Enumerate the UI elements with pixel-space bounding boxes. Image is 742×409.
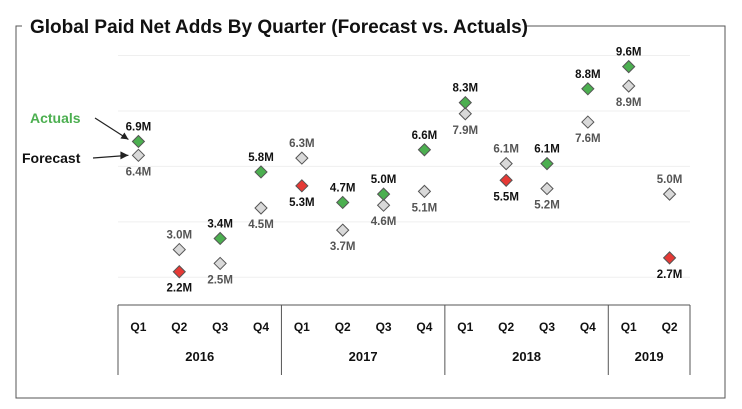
actual-marker (213, 231, 227, 246)
quarter-tick-label: Q4 (580, 320, 596, 334)
quarter-tick-label: Q3 (539, 320, 555, 334)
forecast-data-label: 5.1M (412, 202, 438, 214)
actual-data-label: 6.1M (534, 144, 560, 156)
forecast-data-label: 2.5M (207, 274, 233, 286)
legend: Actuals Forecast (22, 110, 129, 166)
chart-frame (15, 25, 726, 399)
legend-forecast-arrowhead (120, 151, 129, 160)
actual-marker (376, 187, 391, 201)
actual-data-label: 5.5M (493, 191, 519, 203)
actual-marker (172, 265, 186, 279)
forecast-marker (499, 156, 513, 171)
forecast-data-label: 5.2M (534, 200, 560, 212)
x-axis: Q1 Q2 Q3 Q4 2016 Q1 Q2 Q3 Q4 2017 Q1 Q2 Q3 Q4 2018 Q1 Q2… (117, 304, 691, 375)
forecast-marker (376, 198, 391, 212)
forecast-marker (213, 256, 227, 271)
legend-forecast-label: Forecast (22, 150, 81, 166)
actual-data-label: 5.0M (371, 174, 397, 186)
actual-marker (581, 82, 595, 96)
forecast-marker (295, 151, 309, 165)
forecast-marker (254, 201, 268, 215)
forecast-data-label: 3.0M (166, 230, 192, 242)
forecast-data-label: 4.5M (248, 219, 274, 231)
forecast-marker (458, 107, 472, 121)
actual-data-label: 2.7M (657, 269, 683, 281)
quarter-tick-label: Q4 (253, 320, 269, 334)
year-tick-label: 2019 (635, 349, 664, 364)
forecast-data-label: 4.6M (371, 216, 397, 228)
actual-marker (336, 195, 350, 210)
forecast-data-label: 5.0M (657, 174, 683, 186)
year-tick-label: 2017 (349, 349, 378, 364)
actual-marker (499, 173, 513, 187)
year-tick-label: 2016 (185, 349, 214, 364)
forecast-data-label: 7.6M (575, 133, 601, 145)
data-marks: 6.9M 6.4M 2.2M 3.0M 3.4M 2.5M 5.8M 4.5M 5.3M 6.3M… (126, 47, 683, 295)
forecast-data-label: 8.9M (616, 97, 642, 109)
actual-marker (417, 143, 432, 157)
quarter-tick-label: Q2 (335, 320, 351, 334)
actual-marker (622, 59, 636, 74)
forecast-data-label: 6.4M (126, 166, 152, 178)
quarter-tick-label: Q3 (376, 320, 392, 334)
quarter-tick-label: Q2 (498, 320, 514, 334)
actual-marker (540, 156, 554, 171)
forecast-marker (581, 115, 595, 129)
actual-marker (662, 251, 677, 265)
actual-data-label: 2.2M (166, 283, 192, 295)
quarter-tick-label: Q1 (294, 320, 310, 334)
forecast-marker (172, 242, 186, 257)
year-tick-label: 2018 (512, 349, 541, 364)
forecast-marker (662, 187, 677, 201)
actual-data-label: 8.8M (575, 69, 601, 81)
actual-marker (254, 165, 268, 179)
quarter-tick-label: Q3 (212, 320, 228, 334)
forecast-marker (417, 184, 432, 199)
gridlines (118, 55, 690, 278)
legend-actuals-arrowhead (120, 132, 129, 140)
actual-marker (458, 95, 472, 110)
forecast-data-label: 3.7M (330, 241, 356, 253)
frame-border (15, 25, 726, 399)
actual-data-label: 4.7M (330, 182, 356, 194)
quarter-tick-label: Q4 (416, 320, 432, 334)
actual-data-label: 3.4M (207, 218, 233, 230)
quarter-tick-label: Q2 (662, 320, 678, 334)
actual-data-label: 6.9M (126, 121, 152, 133)
quarter-tick-label: Q1 (130, 320, 146, 334)
forecast-data-label: 6.1M (493, 144, 519, 156)
actual-data-label: 5.3M (289, 197, 315, 209)
forecast-marker (336, 223, 350, 237)
actual-marker (295, 179, 309, 193)
quarter-tick-label: Q1 (457, 320, 473, 334)
actual-data-label: 9.6M (616, 47, 642, 59)
chart-title: Global Paid Net Adds By Quarter (Forecas… (30, 17, 528, 38)
forecast-marker (540, 181, 554, 196)
forecast-marker (131, 148, 146, 163)
actual-marker (131, 134, 146, 149)
forecast-data-label: 7.9M (452, 125, 478, 137)
actual-data-label: 6.6M (412, 130, 438, 142)
actual-data-label: 5.8M (248, 152, 274, 164)
quarter-tick-label: Q2 (171, 320, 187, 334)
actual-data-label: 8.3M (452, 83, 478, 95)
quarter-tick-label: Q1 (621, 320, 637, 334)
legend-actuals-label: Actuals (30, 110, 81, 126)
forecast-marker (622, 79, 636, 93)
forecast-data-label: 6.3M (289, 138, 315, 150)
